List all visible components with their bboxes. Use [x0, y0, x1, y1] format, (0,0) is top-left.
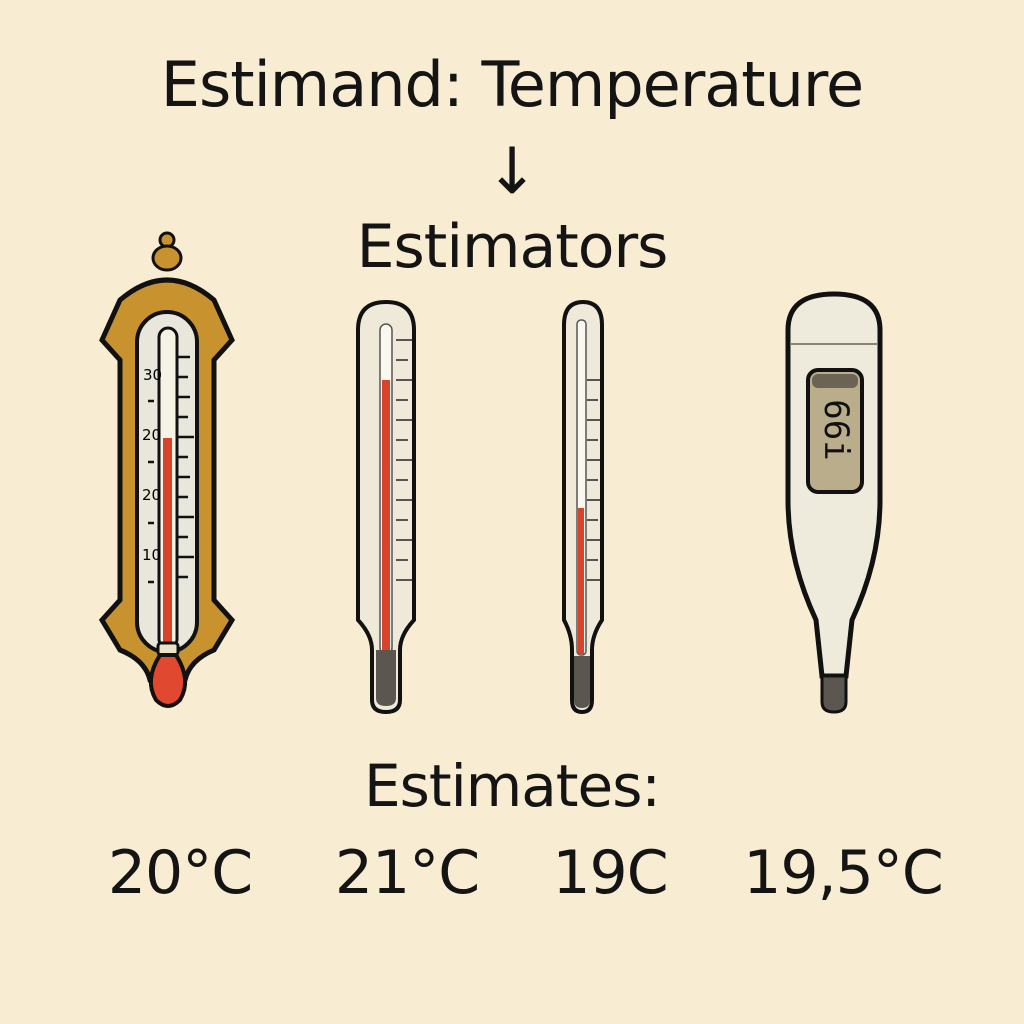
estimators-heading: Estimators: [356, 212, 669, 282]
glass-thermometer-1: [356, 299, 416, 715]
scale-label: 10: [142, 546, 161, 564]
estimate-glass-1: 21°C: [334, 838, 480, 908]
digital-display: 66i: [816, 399, 856, 460]
estimand-title: Estimand: Temperature: [160, 48, 864, 121]
estimates-label: Estimates:: [364, 752, 661, 820]
scale-label: 20: [142, 486, 161, 504]
scale-label: 30: [143, 366, 162, 384]
ornate-thermometer: 30 20 20 10: [98, 231, 236, 708]
estimate-digital: 19,5°C: [743, 838, 944, 908]
down-arrow-icon: ↓: [485, 135, 539, 209]
estimate-glass-2: 19C: [552, 838, 668, 908]
digital-thermometer: 66i: [785, 291, 883, 714]
glass-thermometer-2: [562, 299, 604, 715]
estimate-ornate: 20°C: [107, 838, 253, 908]
scale-label: 20: [142, 426, 161, 444]
